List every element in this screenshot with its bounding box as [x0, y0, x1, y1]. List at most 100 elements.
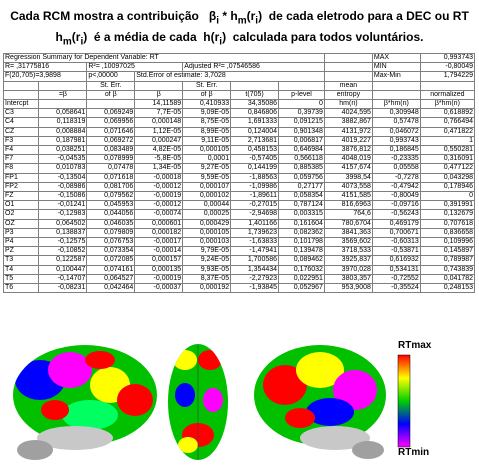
multiply-symbol: * — [222, 9, 228, 23]
table-cell: 4073,558 — [323, 181, 373, 193]
table-cell: 0,058354 — [278, 191, 325, 202]
table-row: PZ -0,10852 0,073354 -0,00014 9,79E-05 -1,479… — [2, 246, 476, 257]
table-cell: 0,003315 — [278, 209, 325, 220]
table-cell: 0,000135 — [134, 264, 184, 275]
table-cell: 0,458153 — [230, 145, 280, 156]
table-cell: 0,27177 — [278, 181, 325, 193]
table-row: T4 0,100447 0,074161 0,000135 9,93E-05 1,3544… — [2, 264, 476, 275]
paren-close: ) — [258, 9, 263, 23]
table-cell: -1,47941 — [230, 246, 280, 257]
table-cell: 9,79E-05 — [182, 246, 232, 257]
table-cell: 0,766494 — [419, 117, 476, 128]
table-cell: 0,079809 — [86, 227, 136, 239]
table-cell: 0,00025 — [182, 209, 232, 220]
table-cell: -0,72552 — [371, 273, 421, 285]
table-cell: 1,691333 — [230, 117, 280, 128]
electrode-label: T4 — [2, 264, 40, 275]
table-row: P3 0,138837 0,079809 0,000182 0,000105 1,7396… — [2, 227, 476, 239]
table-row: O2 -0,12983 0,044056 -0,00074 0,00025 -2,9469… — [2, 209, 476, 220]
table-cell: 0,000429 — [182, 218, 232, 229]
table-cell: 0,081706 — [86, 181, 136, 193]
table-cell: -0,00019 — [134, 191, 184, 202]
table-cell: 1,739623 — [230, 227, 280, 239]
table-cell: -1,63833 — [230, 237, 280, 248]
table-cell: -0,12983 — [38, 209, 88, 220]
table-cell: 764,6 — [323, 209, 373, 220]
table-cell: -0,00019 — [134, 273, 184, 285]
table-cell: 0,000247 — [134, 135, 184, 147]
table-cell: 0 — [419, 191, 476, 202]
table-cell: 0,042464 — [86, 283, 136, 294]
table-cell: -1,88563 — [230, 172, 280, 183]
summary-title: Regression Summary for Dependent Variabl… — [3, 52, 325, 64]
table-cell: 0,000105 — [182, 227, 232, 239]
electrode-label: F8 — [2, 163, 40, 174]
r-value: R= ,31775816 — [2, 62, 88, 73]
min-value: -0,80049 — [419, 62, 476, 73]
summary-row-r: R= ,31775816 R²= ,10097025 Adjusted R²= … — [2, 62, 476, 73]
electrode-label: F3 — [2, 135, 40, 147]
table-cell: 7,7E-05 — [134, 108, 184, 119]
table-cell: 9,24E-05 — [182, 255, 232, 266]
table-cell: 0,118319 — [38, 117, 88, 128]
f-value: F(20,705)=3,9898 — [2, 71, 88, 82]
h-symbol-2: h(r — [203, 30, 220, 44]
paren-close: ) — [83, 30, 88, 44]
electrode-label: FP1 — [2, 172, 40, 183]
table-cell: 0,144199 — [230, 163, 280, 174]
table-cell: -0,12575 — [38, 237, 88, 248]
electrode-label: F4 — [2, 145, 40, 156]
electrode-label: FP2 — [2, 181, 40, 193]
table-cell: -0,01241 — [38, 200, 88, 211]
table-cell: 0,000105 — [182, 145, 232, 156]
legend-min-label: RTmin — [398, 447, 430, 458]
table-cell: 0,646984 — [278, 145, 325, 156]
table-cell: 8,37E-05 — [182, 273, 232, 285]
electrode-label: C3 — [2, 108, 40, 119]
table-cell: -0,08231 — [38, 283, 88, 294]
color-scale-bar — [397, 354, 411, 448]
table-cell: 0,000103 — [182, 237, 232, 248]
table-cell: 0,124004 — [230, 126, 280, 137]
table-cell: 0,079562 — [86, 191, 136, 202]
table-cell: 8,75E-05 — [182, 117, 232, 128]
table-cell: 1,700586 — [230, 255, 280, 266]
table-cell: 0,052967 — [278, 283, 325, 294]
table-cell: -0,35524 — [371, 283, 421, 294]
table-cell: -0,10852 — [38, 246, 88, 257]
table-row: CZ 0,008884 0,071646 1,12E-05 8,99E-05 0,1240… — [2, 126, 476, 137]
table-cell: 0,109996 — [419, 237, 476, 248]
electrode-label: T3 — [2, 255, 40, 266]
table-cell: -0,14707 — [38, 273, 88, 285]
electrode-label: T6 — [2, 283, 40, 294]
table-cell: -0,56243 — [371, 209, 421, 220]
table-cell: 0,083489 — [86, 145, 136, 156]
table-cell: 0,038251 — [38, 145, 88, 156]
table-cell: -0,80049 — [371, 191, 421, 202]
table-cell: -0,15086 — [38, 191, 88, 202]
table-cell: 9,09E-05 — [182, 108, 232, 119]
table-row: OZ 0,064502 0,046035 0,000601 0,000429 1,4011… — [2, 218, 476, 229]
beta-symbol: β — [208, 9, 217, 23]
table-cell: 0,100447 — [38, 264, 88, 275]
table-cell: 0,006817 — [278, 135, 325, 147]
table-cell: 0,010783 — [38, 163, 88, 174]
table-cell: -5,8E-05 — [134, 154, 184, 165]
table-cell: 0,05558 — [371, 163, 421, 174]
caption-text: é a média de cada — [93, 30, 197, 44]
table-cell: -0,13504 — [38, 172, 88, 183]
table-cell: 0,045953 — [86, 200, 136, 211]
subscript-m: m — [237, 15, 247, 27]
table-row: O1 -0,01241 0,045953 -0,00012 0,00044 -0,2701… — [2, 200, 476, 211]
table-cell: 0,058641 — [38, 108, 88, 119]
table-cell: 0,176032 — [278, 264, 325, 275]
table-row: F4 0,038251 0,083489 4,82E-05 0,000105 0,4581… — [2, 145, 476, 156]
table-cell: 0,139478 — [278, 246, 325, 257]
table-cell: 0,566118 — [278, 154, 325, 165]
table-cell: 0,076753 — [86, 237, 136, 248]
table-cell: 0,993743 — [371, 135, 421, 147]
brain-right-view — [254, 345, 386, 459]
table-cell: 0,618892 — [419, 108, 476, 119]
electrode-label: P4 — [2, 237, 40, 248]
table-cell: 0,000107 — [182, 181, 232, 193]
